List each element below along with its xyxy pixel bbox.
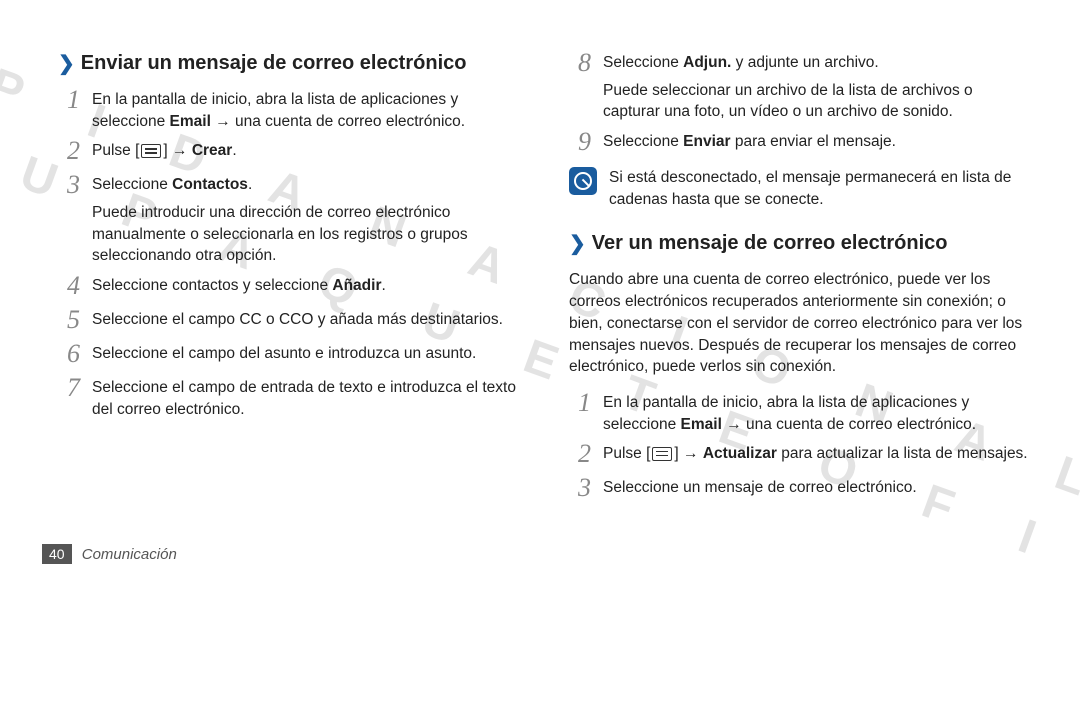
step-number: 2 <box>569 441 591 467</box>
section-title-send: ❯ Enviar un mensaje de correo electrónic… <box>58 52 521 75</box>
step-body: Seleccione el campo del asunto e introdu… <box>92 343 521 369</box>
step-item: 2 Pulse [] → Crear. <box>58 140 521 166</box>
step-number: 1 <box>569 390 591 433</box>
step-number: 8 <box>569 50 591 121</box>
step-item: 3 Seleccione un mensaje de correo electró… <box>569 477 1032 503</box>
step-number: 2 <box>58 138 80 164</box>
step-item: 1 En la pantalla de inicio, abra la lista… <box>58 89 521 132</box>
step-body: Seleccione contactos y seleccione Añadir… <box>92 275 521 301</box>
step-body: Seleccione Enviar para enviar el mensaje… <box>603 131 1032 157</box>
step-body: Pulse [] → Actualizar para actualizar la… <box>603 443 1032 469</box>
steps-send: 1 En la pantalla de inicio, abra la lista… <box>58 89 521 421</box>
left-column: ❯ Enviar un mensaje de correo electrónic… <box>58 52 521 511</box>
step-item: 4 Seleccione contactos y seleccione Añadi… <box>58 275 521 301</box>
step-body: En la pantalla de inicio, abra la lista … <box>92 89 521 132</box>
page-number: 40 <box>42 544 72 564</box>
step-item: 1 En la pantalla de inicio, abra la lista… <box>569 392 1032 435</box>
step-number: 5 <box>58 307 80 333</box>
step-item: 2 Pulse [] → Actualizar para actualizar l… <box>569 443 1032 469</box>
section-title-send-text: Enviar un mensaje de correo electrónico <box>81 52 467 75</box>
step-body: Seleccione el campo CC o CCO y añada más… <box>92 309 521 335</box>
step-body: Seleccione Contactos.Puede introducir un… <box>92 174 521 267</box>
step-number: 3 <box>569 475 591 501</box>
page-columns: ❯ Enviar un mensaje de correo electrónic… <box>0 0 1080 511</box>
steps-send-cont: 8Seleccione Adjun. y adjunte un archivo.… <box>569 52 1032 157</box>
section-title-view-text: Ver un mensaje de correo electrónico <box>592 232 948 255</box>
steps-view: 1 En la pantalla de inicio, abra la lista… <box>569 392 1032 503</box>
step-body: Seleccione un mensaje de correo electrón… <box>603 477 1032 503</box>
note-row: Si está desconectado, el mensaje permane… <box>569 167 1032 210</box>
step-body: En la pantalla de inicio, abra la lista … <box>603 392 1032 435</box>
step-item: 5 Seleccione el campo CC o CCO y añada má… <box>58 309 521 335</box>
step-item: 3Seleccione Contactos.Puede introducir u… <box>58 174 521 267</box>
chevron-icon: ❯ <box>58 54 75 74</box>
note-icon <box>569 167 597 195</box>
view-intro: Cuando abre una cuenta de correo electró… <box>569 269 1032 377</box>
footer-section: Comunicación <box>82 546 177 563</box>
step-number: 6 <box>58 341 80 367</box>
section-title-view: ❯ Ver un mensaje de correo electrónico <box>569 232 1032 255</box>
step-item: 6 Seleccione el campo del asunto e introd… <box>58 343 521 369</box>
step-number: 4 <box>58 273 80 299</box>
step-number: 1 <box>58 87 80 130</box>
right-column: 8Seleccione Adjun. y adjunte un archivo.… <box>569 52 1032 511</box>
step-item: 8Seleccione Adjun. y adjunte un archivo.… <box>569 52 1032 123</box>
step-item: 9 Seleccione Enviar para enviar el mensaj… <box>569 131 1032 157</box>
step-body: Pulse [] → Crear. <box>92 140 521 166</box>
step-item: 7 Seleccione el campo de entrada de texto… <box>58 377 521 420</box>
step-number: 3 <box>58 172 80 265</box>
page-footer: 40 Comunicación <box>42 544 177 564</box>
chevron-icon: ❯ <box>569 234 586 254</box>
step-number: 7 <box>58 375 80 418</box>
step-body: Seleccione el campo de entrada de texto … <box>92 377 521 420</box>
step-number: 9 <box>569 129 591 155</box>
note-text: Si está desconectado, el mensaje permane… <box>609 167 1032 210</box>
step-body: Seleccione Adjun. y adjunte un archivo.P… <box>603 52 1032 123</box>
